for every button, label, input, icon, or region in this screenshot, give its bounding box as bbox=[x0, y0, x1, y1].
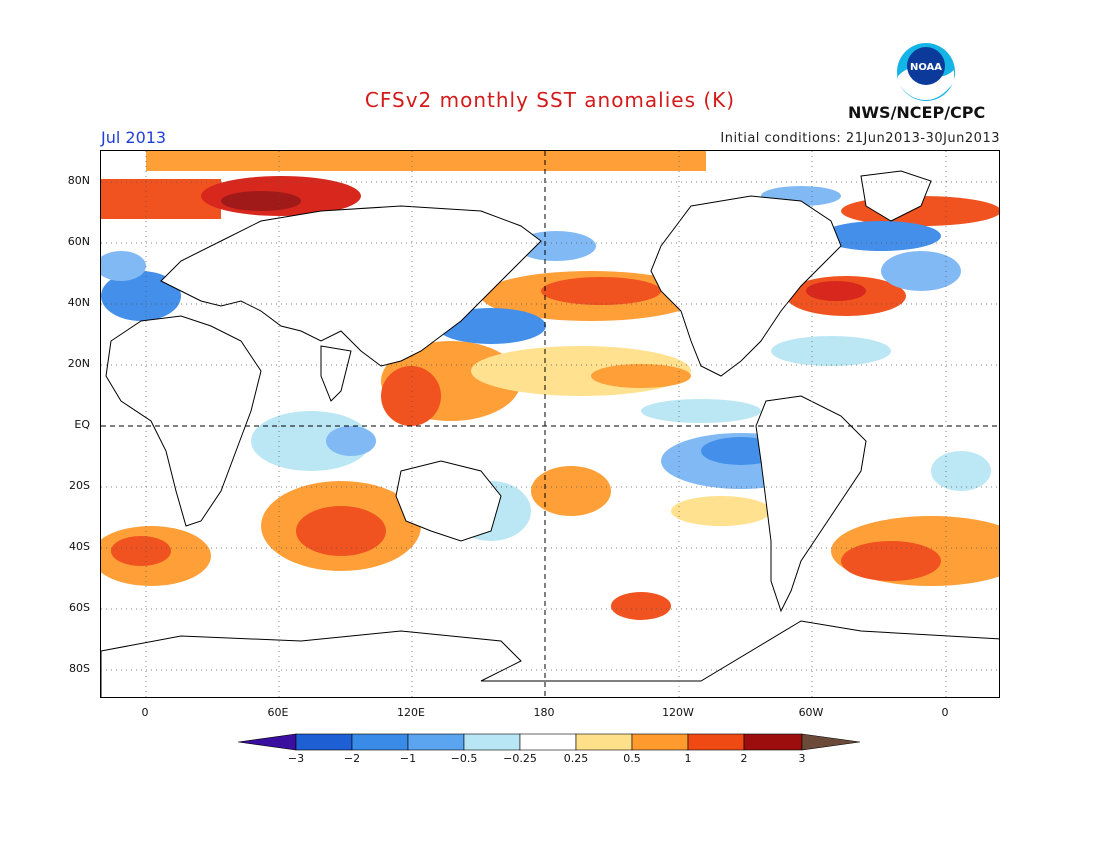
lon-label-120e: 120E bbox=[397, 706, 425, 719]
anomaly-field bbox=[101, 151, 999, 620]
svg-text:NOAA: NOAA bbox=[910, 62, 942, 73]
lat-label-60s: 60S bbox=[69, 601, 90, 614]
lat-label-80s: 80S bbox=[69, 662, 90, 675]
colorbar-over bbox=[801, 733, 861, 751]
colorbar-label: 2 bbox=[740, 752, 748, 765]
lon-label-60w: 60W bbox=[798, 706, 824, 719]
colorbar bbox=[238, 733, 861, 751]
grid-lines bbox=[101, 151, 999, 697]
lat-label-40n: 40N bbox=[67, 296, 90, 309]
sst-map bbox=[100, 150, 1000, 698]
colorbar-label: 3 bbox=[798, 752, 806, 765]
continents bbox=[101, 170, 999, 697]
colorbar-label: −1 bbox=[399, 752, 417, 765]
lon-label-0: 0 bbox=[141, 706, 149, 719]
lon-label-60e: 60E bbox=[267, 706, 289, 719]
colorbar-label: 0.5 bbox=[623, 752, 641, 765]
lat-label-eq: EQ bbox=[74, 418, 90, 431]
colorbar-label: −0.25 bbox=[503, 752, 537, 765]
initial-conditions: Initial conditions: 21Jun2013-30Jun2013 bbox=[720, 131, 1000, 146]
colorbar-label: 0.25 bbox=[563, 752, 589, 765]
colorbar-under bbox=[238, 733, 297, 751]
colorbar-label: −0.5 bbox=[450, 752, 478, 765]
lon-label-0-east: 0 bbox=[941, 706, 949, 719]
colorbar-label: −2 bbox=[343, 752, 361, 765]
forecast-month: Jul 2013 bbox=[101, 128, 167, 147]
chart-title: CFSv2 monthly SST anomalies (K) bbox=[364, 88, 736, 112]
lon-label-120w: 120W bbox=[662, 706, 694, 719]
colorbar-label: −3 bbox=[287, 752, 305, 765]
lon-label-180: 180 bbox=[533, 706, 555, 719]
lat-label-80n: 80N bbox=[67, 174, 90, 187]
colorbar-label: 1 bbox=[684, 752, 692, 765]
lat-label-40s: 40S bbox=[69, 540, 90, 553]
lat-label-20n: 20N bbox=[67, 357, 90, 370]
lat-label-20s: 20S bbox=[69, 479, 90, 492]
org-label: NWS/NCEP/CPC bbox=[848, 103, 986, 122]
lat-label-60n: 60N bbox=[67, 235, 90, 248]
noaa-logo-icon: NOAA bbox=[897, 43, 955, 101]
